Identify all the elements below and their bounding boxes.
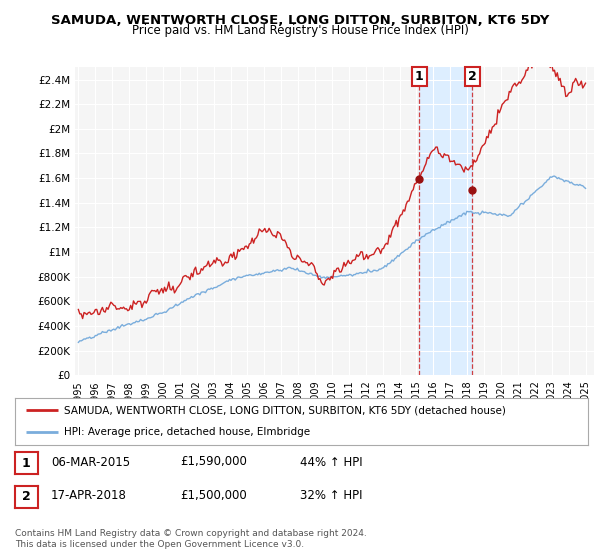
Text: 32% ↑ HPI: 32% ↑ HPI: [300, 489, 362, 502]
Text: SAMUDA, WENTWORTH CLOSE, LONG DITTON, SURBITON, KT6 5DY: SAMUDA, WENTWORTH CLOSE, LONG DITTON, SU…: [51, 14, 549, 27]
Text: HPI: Average price, detached house, Elmbridge: HPI: Average price, detached house, Elmb…: [64, 427, 310, 437]
Text: 2: 2: [468, 70, 476, 83]
Text: Contains HM Land Registry data © Crown copyright and database right 2024.
This d: Contains HM Land Registry data © Crown c…: [15, 529, 367, 549]
Text: 1: 1: [22, 456, 31, 470]
Bar: [419, 67, 472, 375]
Text: 17-APR-2018: 17-APR-2018: [51, 489, 127, 502]
Text: £1,590,000: £1,590,000: [180, 455, 247, 469]
Text: Price paid vs. HM Land Registry's House Price Index (HPI): Price paid vs. HM Land Registry's House …: [131, 24, 469, 37]
Text: 44% ↑ HPI: 44% ↑ HPI: [300, 455, 362, 469]
Text: 1: 1: [415, 70, 424, 83]
Text: SAMUDA, WENTWORTH CLOSE, LONG DITTON, SURBITON, KT6 5DY (detached house): SAMUDA, WENTWORTH CLOSE, LONG DITTON, SU…: [64, 405, 506, 416]
Text: £1,500,000: £1,500,000: [180, 489, 247, 502]
Text: 2: 2: [22, 490, 31, 503]
Text: 06-MAR-2015: 06-MAR-2015: [51, 455, 130, 469]
